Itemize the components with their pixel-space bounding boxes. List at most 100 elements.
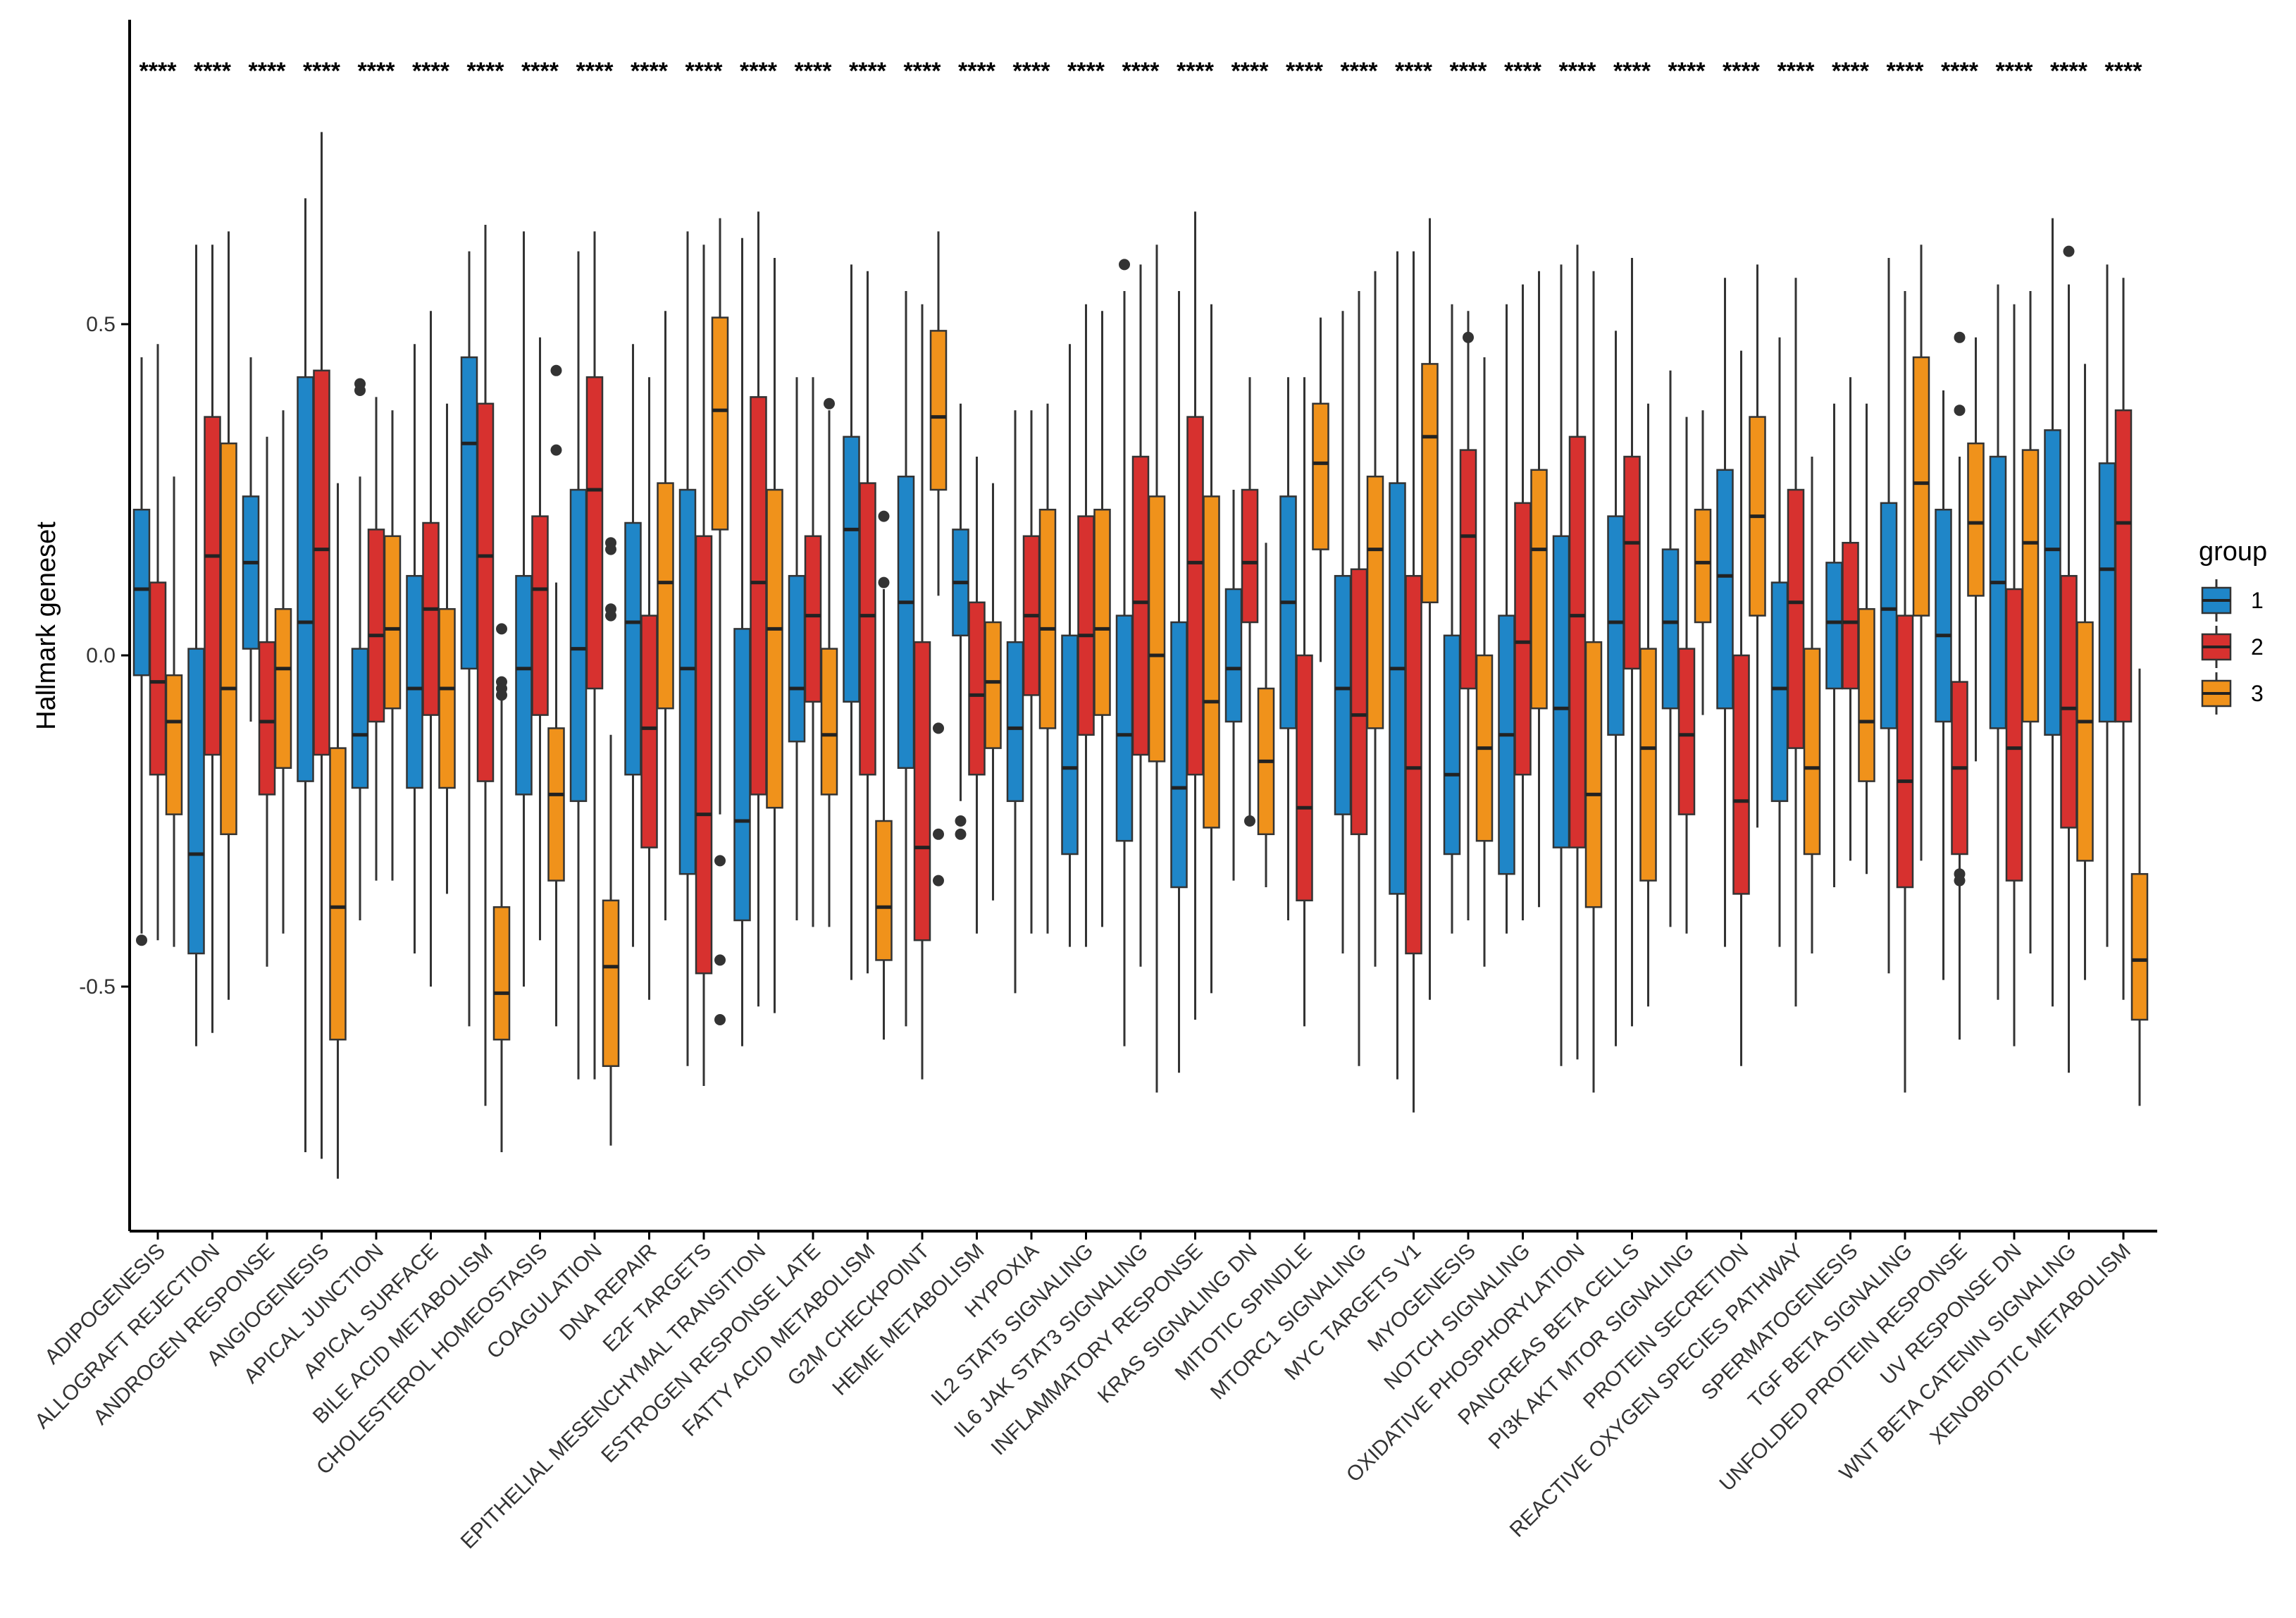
significance-stars: **** [685, 58, 724, 85]
box-group-1 [788, 377, 806, 920]
box-iqr [1296, 654, 1313, 902]
category-spermatogenesis [1825, 377, 1875, 887]
outlier-point [1954, 875, 1966, 887]
box-group-2 [531, 337, 549, 941]
category-il2-stat5-signaling [1061, 304, 1111, 947]
box-iqr [547, 727, 565, 882]
box-group-3 [602, 537, 620, 1146]
box-iqr [204, 416, 221, 756]
box-iqr [1203, 495, 1220, 829]
box-iqr [897, 475, 915, 770]
plot-marks [132, 132, 2149, 1179]
box-iqr [1623, 455, 1641, 670]
box-iqr [1115, 615, 1134, 842]
box-group-3 [1858, 403, 1875, 875]
outlier-point [933, 722, 944, 734]
box-group-3 [1421, 218, 1439, 1000]
box-iqr [1389, 482, 1406, 895]
box-group-3 [2076, 364, 2094, 980]
box-iqr [1842, 541, 1859, 690]
y-tick-label: 0.5 [86, 313, 116, 336]
box-iqr [804, 535, 822, 703]
significance-stars: **** [1777, 58, 1816, 85]
box-group-3 [1912, 245, 1930, 861]
outlier-point [714, 1014, 726, 1025]
box-iqr [438, 607, 456, 789]
box-iqr [585, 376, 604, 690]
box-group-2 [1732, 350, 1750, 1066]
significance-stars: **** [1941, 58, 1979, 85]
box-iqr [1093, 508, 1111, 716]
box-group-1 [1115, 259, 1134, 1046]
box-group-3 [1530, 271, 1548, 908]
box-iqr [1803, 648, 1821, 856]
box-group-1 [132, 357, 151, 946]
box-iqr [258, 641, 276, 796]
category-angiogenesis [297, 132, 347, 1179]
box-group-2 [585, 231, 604, 1080]
box-group-1 [297, 198, 314, 1152]
box-group-2 [422, 311, 440, 987]
box-group-1 [1279, 377, 1297, 920]
box-iqr [515, 574, 533, 796]
box-group-1 [1224, 490, 1243, 881]
legend-item-1: 1 [2201, 579, 2264, 622]
category-mtorc1-signaling [1334, 271, 1384, 1066]
box-group-3 [1803, 457, 1821, 953]
significance-stars: **** [795, 58, 833, 85]
box-group-3 [547, 364, 565, 1027]
category-androgen-response [242, 357, 292, 967]
box-iqr [1459, 449, 1477, 690]
box-group-1 [1498, 304, 1515, 934]
category-g2m-checkpoint [897, 231, 948, 1080]
box-iqr [149, 581, 167, 776]
box-iqr [165, 674, 183, 815]
box-group-3 [875, 510, 893, 1040]
category-oxidative-phosphorylation [1552, 245, 1603, 1093]
box-iqr [569, 488, 588, 803]
outlier-point [605, 610, 616, 622]
significance-stars: **** [1996, 58, 2034, 85]
significance-stars: **** [1122, 58, 1160, 85]
box-iqr [1677, 648, 1696, 815]
category-unfolded-protein-response [1935, 331, 1985, 1040]
box-iqr [274, 607, 292, 770]
box-iqr [2060, 574, 2078, 829]
box-group-2 [367, 397, 385, 881]
box-iqr [657, 482, 674, 710]
box-iqr [695, 535, 713, 975]
x-tick-label: DNA REPAIR [555, 1240, 661, 1345]
box-iqr [1661, 548, 1680, 710]
box-iqr [1825, 562, 1843, 690]
box-iqr [1935, 508, 1952, 723]
significance-stars: **** [1723, 58, 1761, 85]
box-iqr [460, 356, 478, 670]
significance-stars: **** [631, 58, 669, 85]
outlier-point [354, 385, 366, 396]
box-iqr [2021, 449, 2040, 723]
category-apical-junction [351, 378, 402, 920]
box-iqr [1038, 508, 1057, 729]
box-group-1 [515, 231, 533, 987]
box-group-3 [1639, 403, 1657, 1007]
category-xenobiotic-metabolism [2098, 264, 2149, 1106]
box-group-3 [438, 403, 456, 894]
significance-stars: **** [358, 58, 396, 85]
box-group-2 [1131, 264, 1150, 967]
box-iqr [1241, 488, 1259, 624]
significance-stars: **** [412, 58, 450, 85]
y-tick-label: -0.5 [79, 975, 116, 999]
box-group-3 [1148, 245, 1166, 1093]
outlier-point [714, 954, 726, 966]
box-iqr [1694, 508, 1712, 624]
box-iqr [367, 529, 385, 723]
outlier-point [878, 510, 890, 522]
box-iqr [1366, 475, 1384, 729]
category-fatty-acid-metabolism [843, 264, 893, 1040]
box-group-2 [1241, 377, 1259, 827]
box-group-3 [1093, 311, 1111, 927]
box-group-1 [2044, 218, 2061, 1007]
box-iqr [1443, 634, 1461, 856]
box-group-1 [1825, 403, 1843, 887]
box-group-3 [2130, 668, 2149, 1106]
